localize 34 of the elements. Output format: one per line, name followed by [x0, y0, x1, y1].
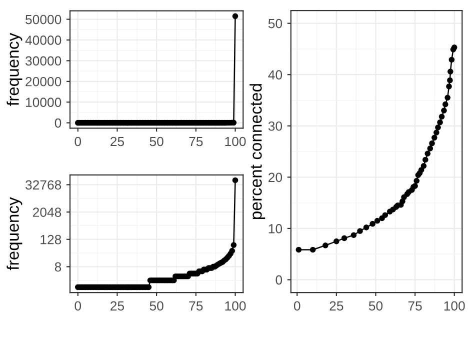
- x-tick-label: 75: [408, 301, 422, 311]
- y-tick-label: 0: [276, 275, 282, 285]
- y-tick-label: 40: [268, 70, 282, 80]
- x-tick-label: 0: [74, 301, 82, 311]
- y-axis-title: percent connected: [250, 84, 266, 220]
- y-tick-label: 32768: [25, 180, 62, 190]
- y-tick-label: 30000: [25, 56, 62, 66]
- y-axis-title: frequency: [6, 32, 22, 106]
- x-tick-label: 25: [330, 301, 344, 311]
- x-tick-label: 0: [74, 136, 82, 146]
- x-tick-label: 0: [294, 301, 300, 311]
- y-tick-label: 10000: [26, 98, 62, 108]
- y-tick-label: 20000: [26, 76, 62, 86]
- x-tick-label: 100: [225, 136, 246, 146]
- x-tick-label: 50: [368, 301, 383, 311]
- y-tick-label: 50: [268, 18, 282, 28]
- y-tick-label: 20: [268, 172, 282, 182]
- x-tick-label: 25: [110, 301, 124, 311]
- y-tick-label: 2048: [32, 208, 62, 217]
- y-tick-label: 8: [54, 262, 62, 272]
- x-tick-label: 50: [150, 136, 164, 146]
- x-tick-label: 50: [150, 301, 164, 311]
- x-tick-label: 100: [225, 301, 246, 311]
- x-tick-label: 75: [189, 136, 203, 146]
- y-tick-label: 10: [268, 224, 282, 234]
- y-tick-label: 30: [268, 121, 282, 131]
- y-tick-label: 0: [54, 118, 62, 128]
- y-axis-title: frequency: [6, 197, 22, 270]
- y-tick-label: 128: [40, 234, 62, 244]
- x-tick-label: 75: [189, 301, 203, 311]
- x-tick-label: 25: [110, 136, 124, 146]
- y-tick-label: 40000: [25, 36, 62, 45]
- y-tick-label: 50000: [26, 14, 62, 24]
- x-tick-label: 100: [444, 301, 465, 311]
